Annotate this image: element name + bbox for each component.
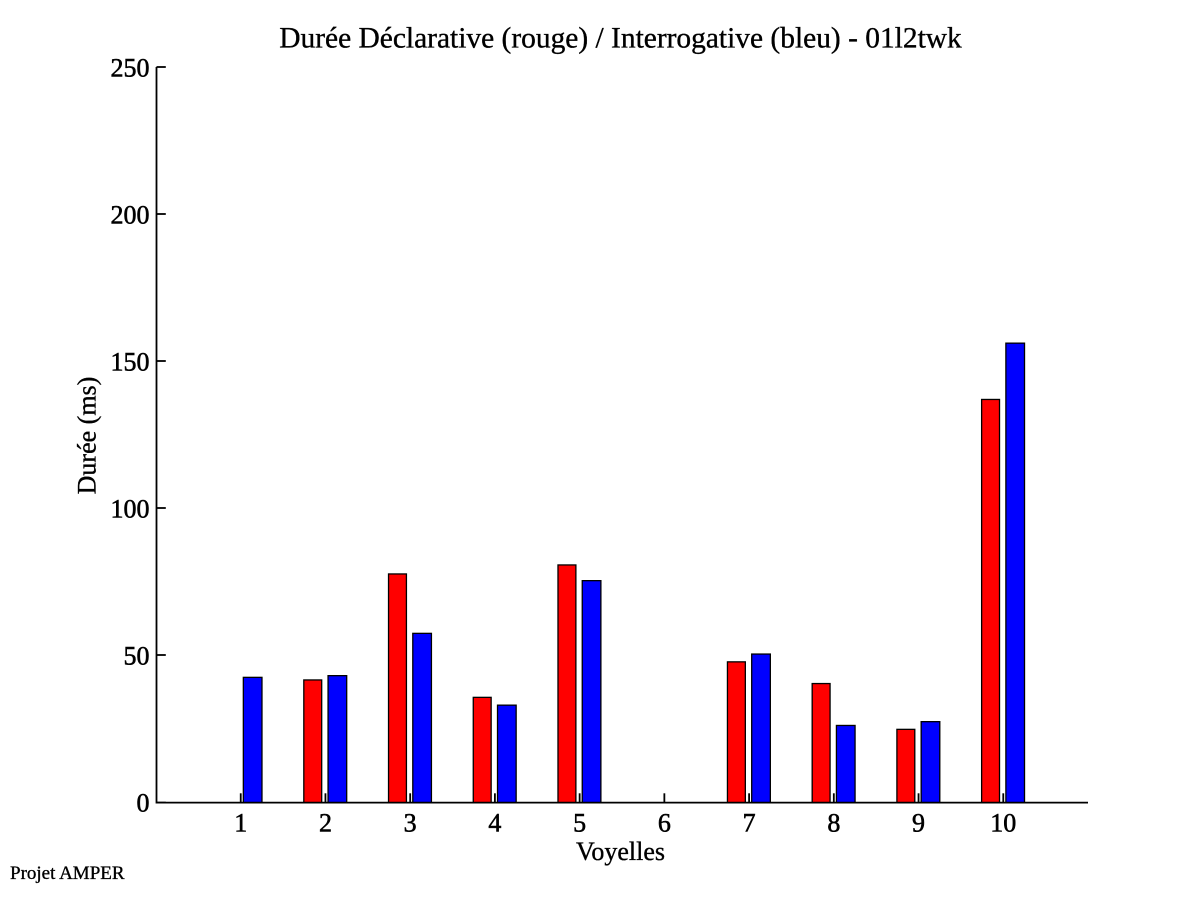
svg-text:9: 9 <box>912 809 925 838</box>
svg-text:250: 250 <box>111 54 150 83</box>
svg-text:7: 7 <box>743 809 756 838</box>
svg-text:1: 1 <box>234 809 247 838</box>
svg-text:4: 4 <box>488 809 501 838</box>
svg-text:Durée Déclarative (rouge) / In: Durée Déclarative (rouge) / Interrogativ… <box>279 23 962 55</box>
svg-text:200: 200 <box>111 201 150 230</box>
svg-text:2: 2 <box>319 809 332 838</box>
svg-text:50: 50 <box>124 642 150 671</box>
svg-text:10: 10 <box>990 809 1016 838</box>
svg-text:8: 8 <box>827 809 840 838</box>
svg-text:Durée (ms): Durée (ms) <box>73 377 102 495</box>
svg-text:Projet AMPER: Projet AMPER <box>10 863 125 884</box>
svg-text:3: 3 <box>404 809 417 838</box>
svg-text:Voyelles: Voyelles <box>576 837 665 866</box>
svg-text:100: 100 <box>111 495 150 524</box>
svg-text:0: 0 <box>137 789 150 818</box>
svg-text:6: 6 <box>658 809 671 838</box>
svg-text:150: 150 <box>111 348 150 377</box>
svg-text:5: 5 <box>573 809 586 838</box>
